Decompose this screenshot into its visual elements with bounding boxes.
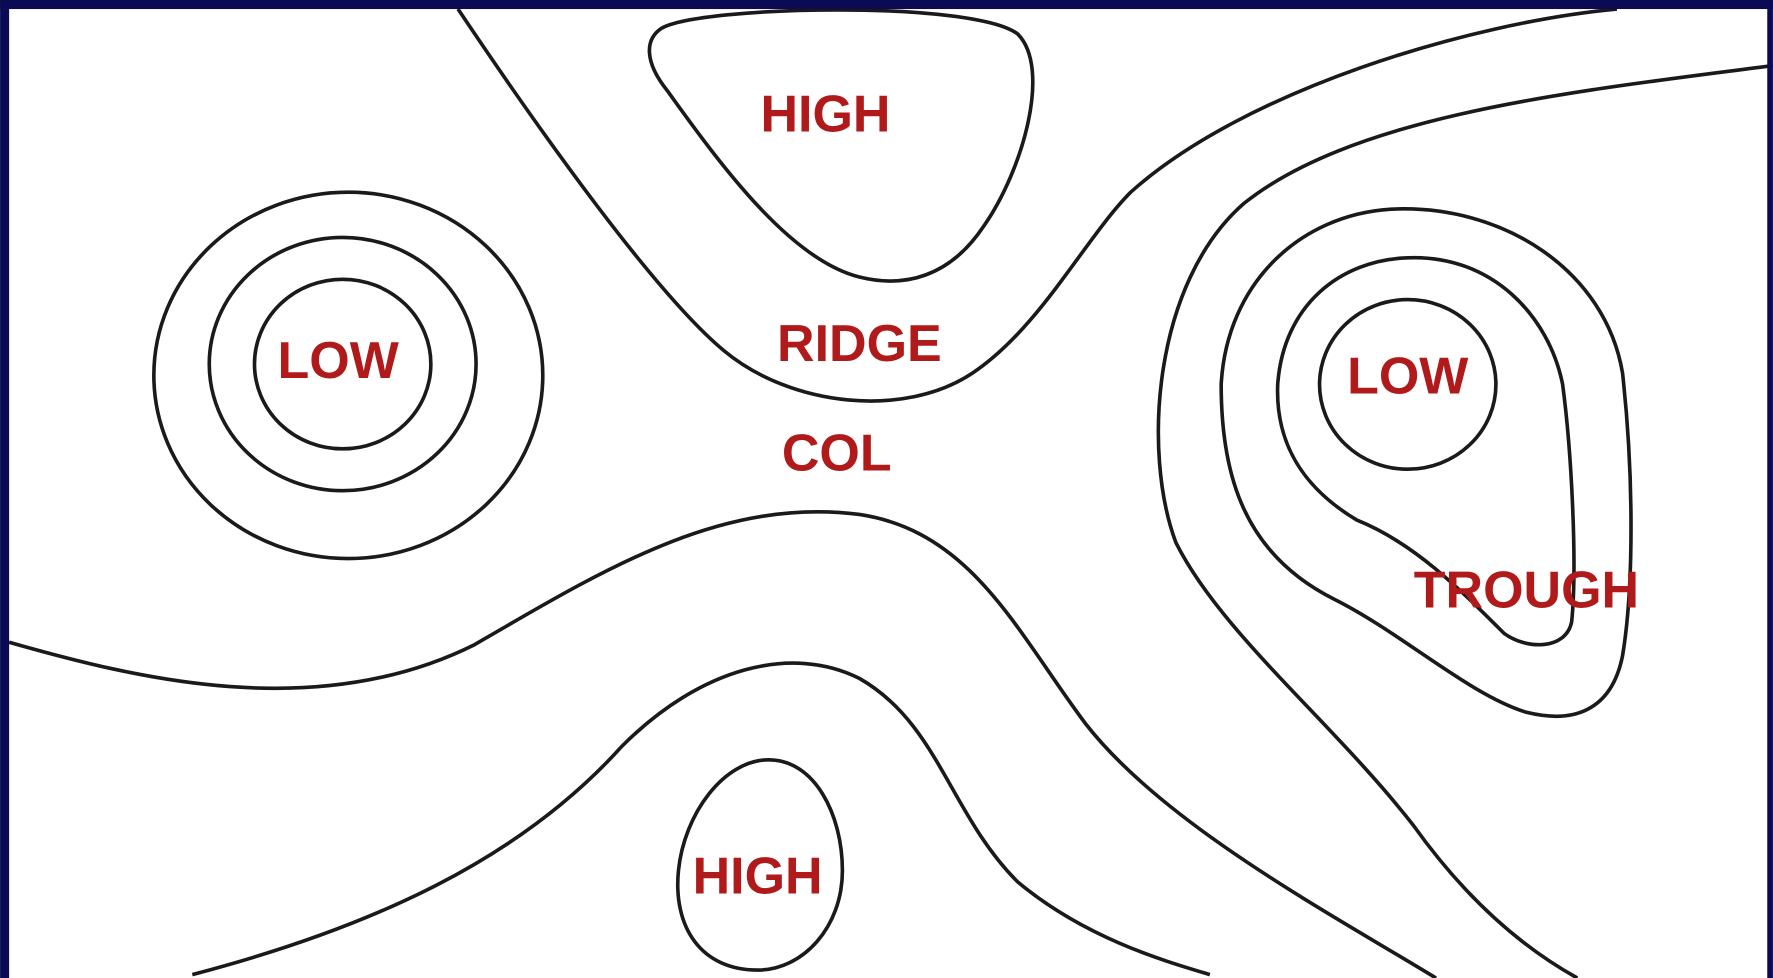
label: HIGH bbox=[760, 85, 890, 143]
label: LOW bbox=[1347, 348, 1469, 406]
labels: HIGH LOW RIDGE COL LOW TROUGH HIGH bbox=[277, 85, 1639, 905]
contour bbox=[191, 661, 1211, 977]
label: TROUGH bbox=[1414, 561, 1639, 619]
right-border bbox=[1767, 0, 1773, 978]
contour bbox=[1317, 297, 1498, 472]
contour bbox=[675, 757, 845, 972]
top-border bbox=[0, 0, 1773, 10]
contours bbox=[8, 7, 1773, 978]
contour bbox=[152, 190, 545, 561]
contour bbox=[1156, 63, 1773, 978]
contour bbox=[252, 277, 433, 451]
contour bbox=[207, 235, 478, 493]
contour bbox=[647, 8, 1035, 283]
left-border bbox=[0, 0, 10, 978]
contour bbox=[456, 7, 1618, 403]
label: COL bbox=[782, 425, 892, 483]
label: LOW bbox=[277, 332, 399, 390]
label: RIDGE bbox=[777, 315, 942, 373]
contour bbox=[1219, 207, 1633, 719]
contour bbox=[8, 510, 1437, 978]
contour bbox=[1275, 255, 1576, 647]
label: HIGH bbox=[693, 847, 823, 905]
